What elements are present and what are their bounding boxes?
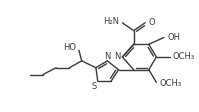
Text: H₂N: H₂N	[103, 17, 120, 26]
Text: N: N	[104, 52, 110, 60]
Text: OH: OH	[168, 33, 181, 42]
Text: OCH₃: OCH₃	[172, 53, 195, 61]
Text: O: O	[149, 18, 155, 27]
Text: HO: HO	[63, 43, 76, 52]
Text: S: S	[91, 82, 97, 91]
Text: OCH₃: OCH₃	[159, 79, 181, 88]
Text: N: N	[114, 53, 121, 61]
